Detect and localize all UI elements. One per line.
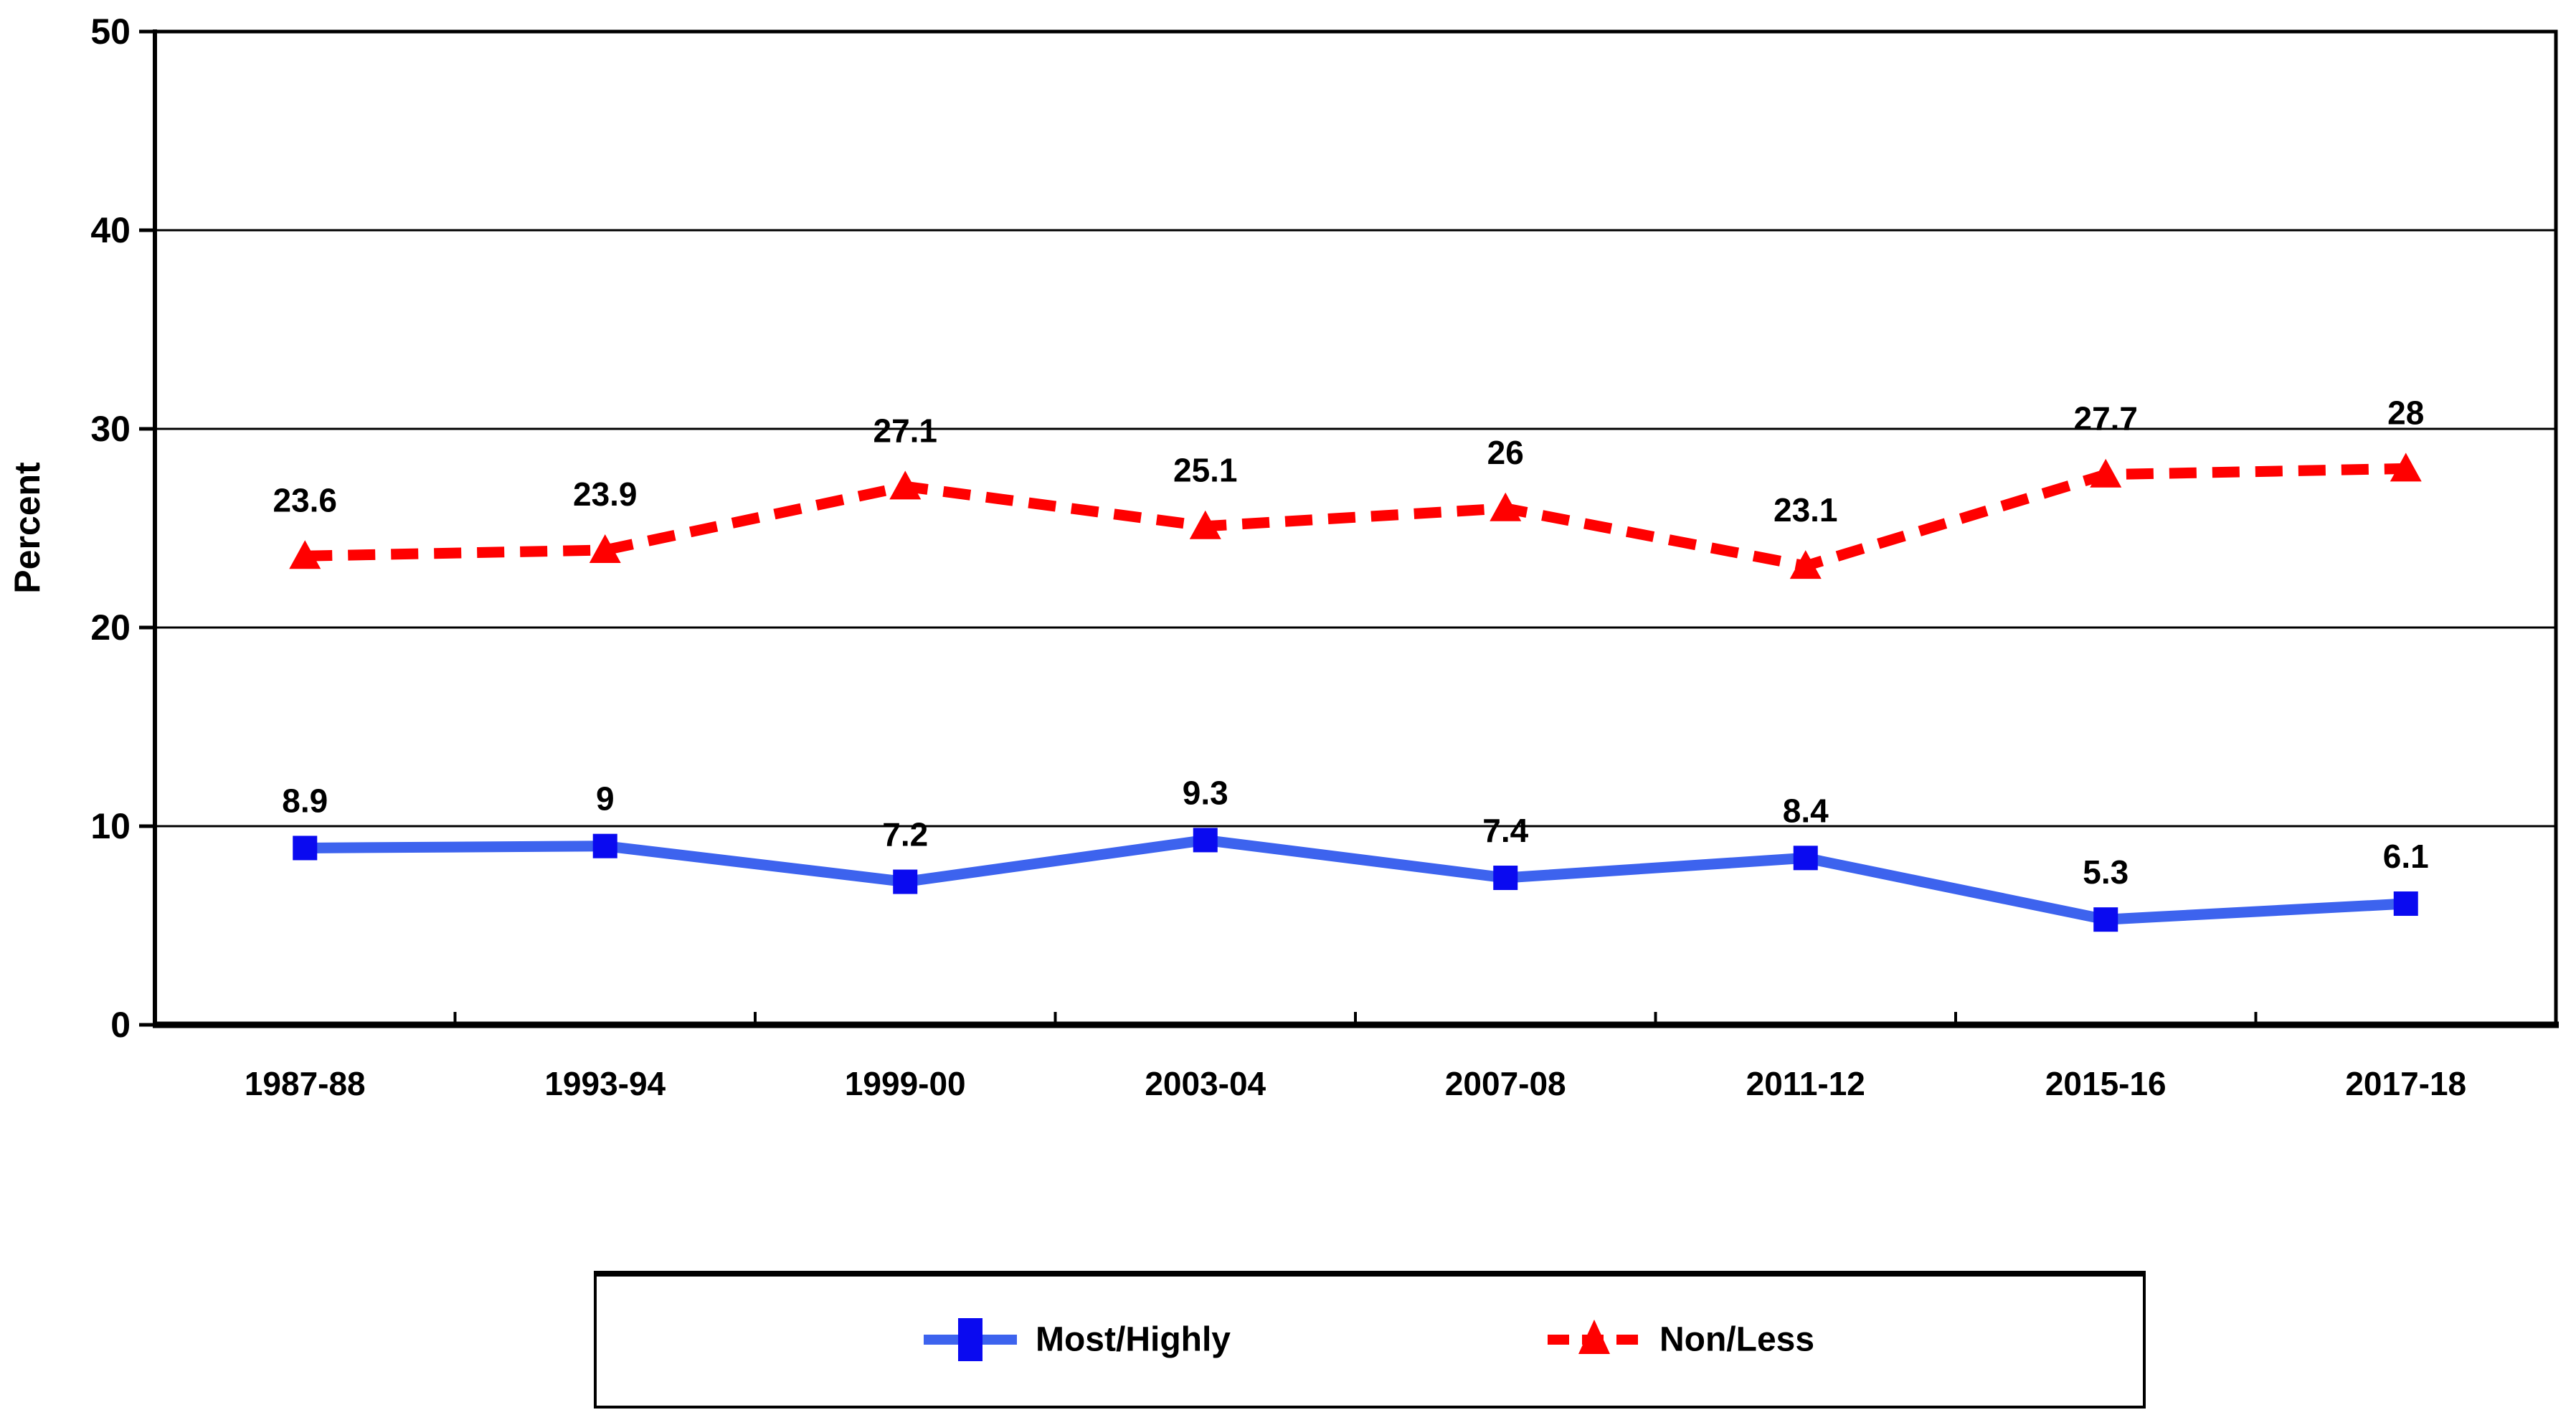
x-tick-label: 2015-16	[2045, 1065, 2167, 1102]
x-tick-label: 1993-94	[544, 1065, 666, 1102]
data-labels: 8.9 9 7.2 9.3 7.4 8.4 5.3 6.1 23.6 23.9 27.1 25.1 26…	[273, 394, 2428, 891]
x-tick-label: 2011-12	[1746, 1065, 1865, 1102]
y-tick-label: 40	[90, 210, 131, 250]
data-label: 23.1	[1774, 491, 1838, 529]
triangle-marker-icon	[1789, 550, 1822, 579]
y-tick-label: 10	[90, 806, 131, 846]
gridlines	[155, 229, 2556, 828]
triangle-marker-icon	[1189, 510, 1221, 539]
legend-item-non-less: Non/Less	[1548, 1320, 1814, 1359]
series-line-dashed	[305, 463, 2406, 572]
data-label: 9.3	[1183, 774, 1228, 811]
data-label: 27.1	[873, 412, 937, 449]
data-label: 5.3	[2083, 853, 2128, 891]
square-marker-icon	[2093, 907, 2118, 932]
square-marker-icon	[1193, 828, 1218, 853]
data-label: 9	[596, 780, 615, 818]
data-label: 6.1	[2383, 838, 2429, 875]
y-tick-label: 30	[90, 409, 131, 449]
y-tick-label: 50	[90, 11, 131, 52]
data-label: 28	[2387, 394, 2424, 431]
legend-label-most-highly: Most/Highly	[1036, 1321, 1231, 1359]
triangle-marker-icon	[889, 470, 922, 500]
square-marker-icon	[592, 833, 617, 858]
y-axis-title: Percent	[7, 462, 47, 594]
triangle-marker-icon	[289, 540, 321, 569]
triangle-marker-icon	[2090, 458, 2122, 488]
series-lines	[305, 463, 2407, 925]
x-tick-label: 1999-00	[845, 1065, 966, 1102]
data-label: 7.4	[1482, 812, 1528, 849]
triangle-marker-icon	[2390, 453, 2422, 482]
data-label: 25.1	[1173, 452, 1238, 489]
plot-border	[153, 29, 2559, 1028]
series-line-solid	[305, 834, 2407, 925]
legend: Most/Highly Non/Less	[594, 1271, 2146, 1409]
triangle-marker-icon	[1490, 492, 1522, 521]
y-axis-tick-labels: 0 10 20 30 40 50	[90, 11, 131, 1045]
legend-item-most-highly: Most/Highly	[924, 1318, 1231, 1361]
triangle-marker-icon	[589, 534, 621, 563]
data-label: 27.7	[2073, 400, 2138, 437]
legend-triangle-marker-icon	[1578, 1320, 1610, 1354]
x-tick-label: 2007-08	[1445, 1065, 1566, 1102]
square-marker-icon	[293, 835, 318, 861]
y-axis-ticks	[139, 29, 155, 1027]
data-label: 7.2	[882, 816, 928, 853]
y-tick-label: 0	[110, 1005, 131, 1045]
x-tick-label: 2017-18	[2345, 1065, 2466, 1102]
data-label: 23.6	[273, 481, 337, 519]
legend-box	[594, 1271, 2146, 1409]
legend-square-marker-icon	[958, 1318, 982, 1361]
data-label: 8.4	[1783, 792, 1829, 829]
series-markers	[289, 453, 2422, 932]
x-tick-label: 2003-04	[1145, 1065, 1266, 1102]
data-label: 23.9	[573, 475, 638, 513]
square-marker-icon	[893, 869, 918, 894]
y-tick-label: 20	[90, 607, 131, 648]
legend-label-non-less: Non/Less	[1659, 1321, 1814, 1359]
data-label: 26	[1487, 434, 1524, 471]
square-marker-icon	[1493, 866, 1518, 891]
square-marker-icon	[1793, 846, 1818, 871]
x-tick-label: 1987-88	[245, 1065, 366, 1102]
x-axis-tick-labels: 1987-88 1993-94 1999-00 2003-04 2007-08 2011-…	[245, 1065, 2466, 1102]
square-marker-icon	[2393, 891, 2418, 917]
data-label: 8.9	[282, 782, 328, 819]
